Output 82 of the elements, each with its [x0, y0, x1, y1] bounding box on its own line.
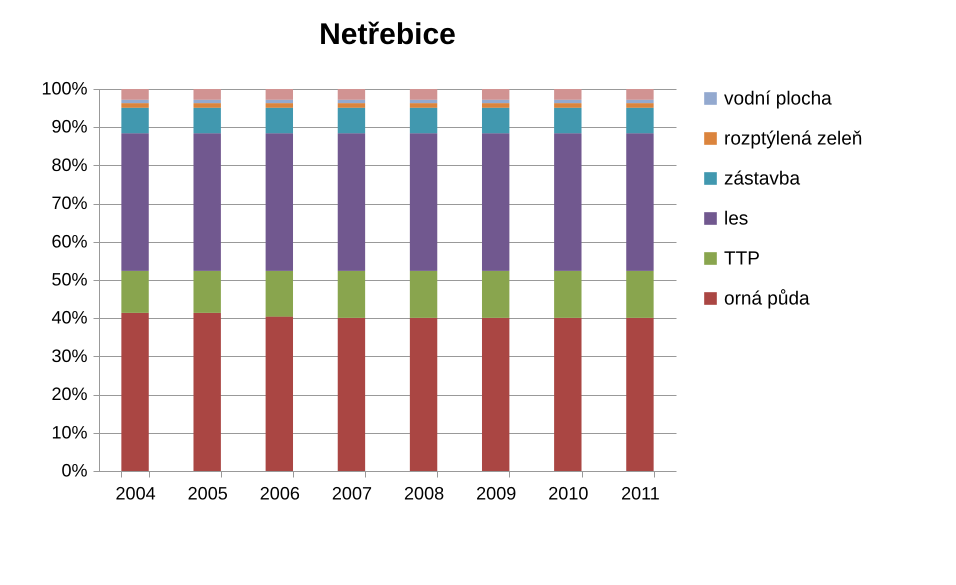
bar: [626, 270, 654, 318]
bar: [266, 133, 294, 271]
bar: [338, 100, 366, 104]
x-tick-label: 2005: [188, 484, 228, 504]
bar: [338, 270, 366, 318]
bar: [482, 318, 510, 471]
y-tick-label: 30%: [51, 346, 88, 366]
bar: [410, 103, 438, 108]
bar: [193, 100, 221, 104]
x-tick-label: 2009: [476, 484, 516, 504]
bar: [193, 89, 221, 100]
y-tick-label: 90%: [51, 116, 88, 137]
bar: [554, 270, 582, 318]
bar: [554, 103, 582, 108]
bar: [482, 103, 510, 108]
legend-label: TTP: [724, 248, 760, 270]
y-tick-label: 0%: [61, 460, 88, 480]
bar: [121, 312, 149, 471]
bar: [626, 318, 654, 471]
bar: [554, 318, 582, 471]
bar: [554, 108, 582, 134]
y-tick-label: 100%: [41, 78, 88, 98]
bar: [121, 133, 149, 271]
bar: [193, 270, 221, 313]
legend-label: rozptýlená zeleň: [724, 128, 862, 150]
bar: [482, 133, 510, 271]
y-tick-label: 80%: [51, 154, 88, 175]
bar: [338, 103, 366, 108]
bar: [410, 108, 438, 134]
bar: [338, 318, 366, 471]
bar: [626, 89, 654, 100]
bar: [266, 316, 294, 471]
bar: [554, 133, 582, 271]
bar: [626, 103, 654, 108]
bar: [626, 108, 654, 134]
x-tick-label: 2006: [260, 484, 300, 504]
bar: [121, 108, 149, 134]
x-tick-label: 2008: [404, 484, 444, 504]
bar: [482, 108, 510, 134]
bar: [338, 108, 366, 134]
y-tick-label: 70%: [51, 193, 88, 214]
legend-label: orná půda: [724, 288, 810, 310]
bar: [266, 270, 294, 317]
bar: [266, 103, 294, 108]
y-tick-label: 40%: [51, 308, 88, 328]
bar: [554, 100, 582, 104]
bar: [482, 270, 510, 318]
bar: [121, 103, 149, 108]
bar: [410, 89, 438, 100]
x-tick-label: 2011: [621, 484, 660, 504]
bar: [554, 89, 582, 100]
bar: [410, 133, 438, 271]
bar: [193, 103, 221, 108]
x-tick-label: 2010: [548, 484, 588, 504]
bar: [121, 270, 149, 313]
bar: [626, 133, 654, 271]
bar: [338, 133, 366, 271]
chart-title: Netřebice: [319, 18, 456, 51]
bar: [482, 89, 510, 100]
y-tick-label: 20%: [51, 384, 88, 404]
bar: [121, 100, 149, 104]
bar: [266, 100, 294, 104]
bar: [193, 108, 221, 134]
legend-label: vodní plocha: [724, 88, 832, 110]
bar: [121, 89, 149, 100]
y-tick-label: 10%: [51, 422, 88, 442]
bar: [266, 108, 294, 134]
bar: [626, 100, 654, 104]
y-tick-label: 60%: [51, 231, 88, 252]
bar: [266, 89, 294, 100]
y-tick-label: 50%: [51, 270, 88, 290]
x-tick-label: 2004: [116, 484, 156, 504]
bar: [193, 133, 221, 271]
bar: [338, 89, 366, 100]
bar: [410, 318, 438, 471]
bar: [193, 312, 221, 471]
legend-label: zástavba: [724, 168, 800, 190]
x-tick-label: 2007: [332, 484, 372, 504]
legend-label: les: [724, 208, 748, 230]
bar: [482, 100, 510, 104]
bar: [410, 270, 438, 318]
bar: [410, 100, 438, 104]
